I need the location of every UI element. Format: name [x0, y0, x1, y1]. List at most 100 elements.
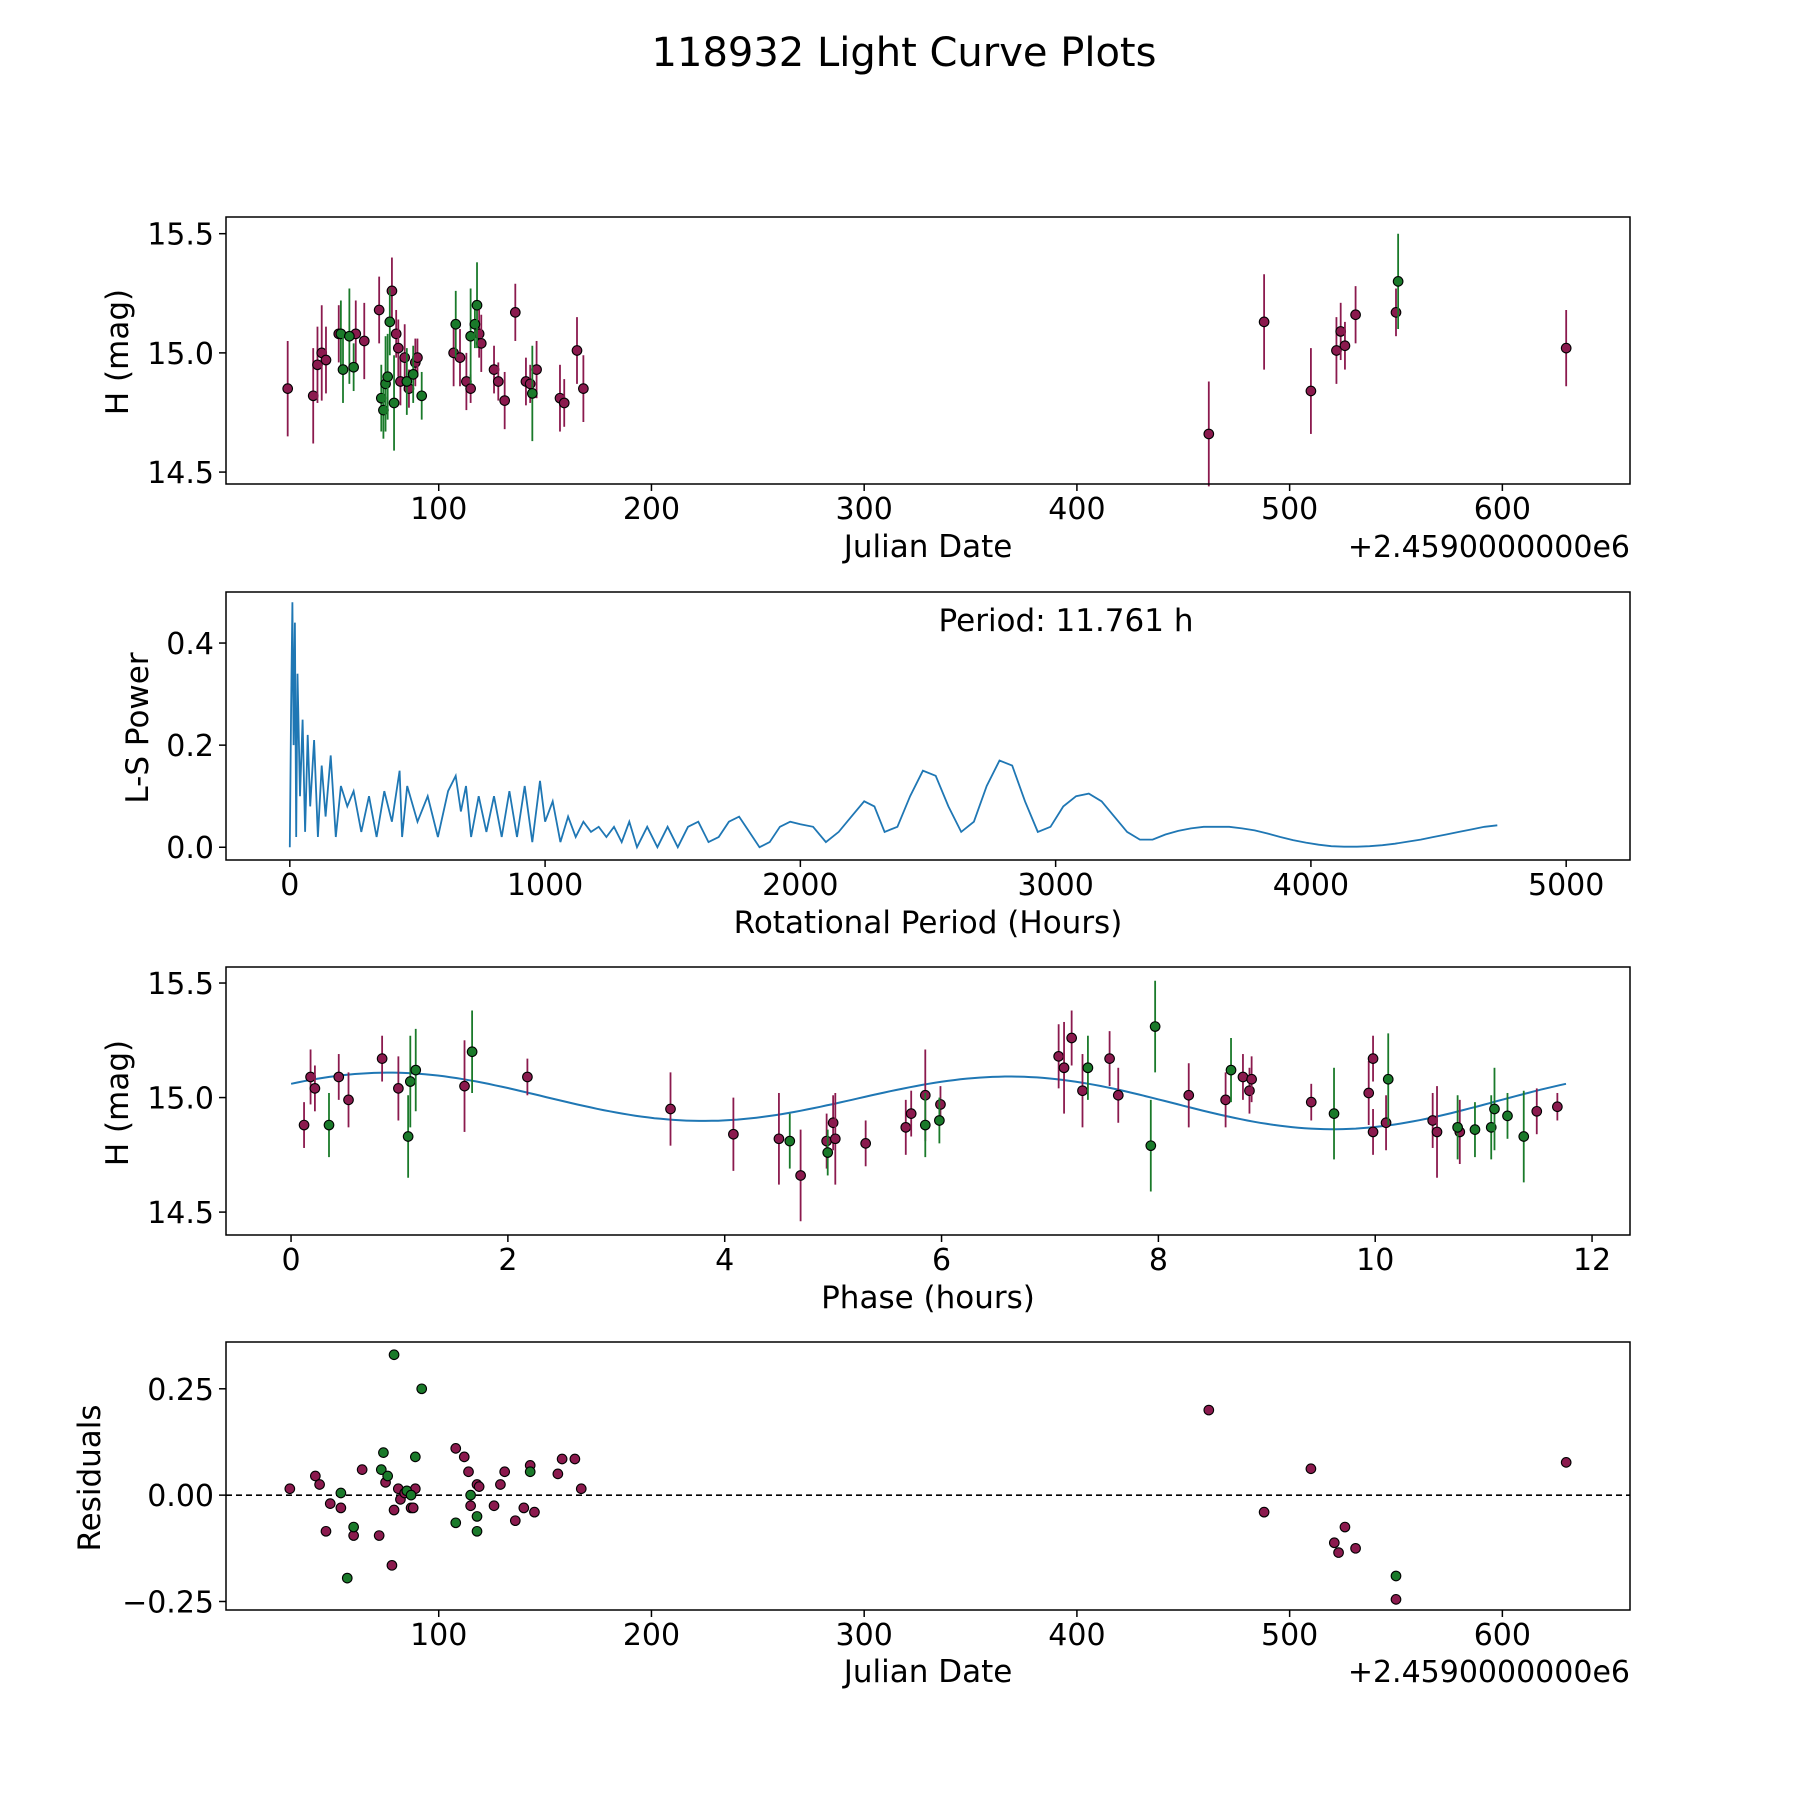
green-data-point — [1082, 1062, 1094, 1074]
purple-data-point — [1367, 1126, 1379, 1138]
green-data-point — [450, 1517, 462, 1529]
fit-curve — [290, 1071, 1567, 1131]
folded-ytick-label: 15.5 — [147, 967, 214, 1002]
residuals-xtick-label: 600 — [1474, 1618, 1531, 1653]
purple-data-point — [1244, 1085, 1255, 1097]
lightcurve-xtick-label: 400 — [1048, 492, 1105, 527]
purple-data-point — [1058, 1062, 1070, 1074]
periodogram-ytick-label: 0.0 — [166, 831, 214, 866]
periodogram-ylabel: L-S Power — [120, 652, 156, 803]
purple-data-point — [529, 1506, 540, 1518]
periodogram-ytick-label: 0.2 — [166, 729, 214, 764]
purple-data-point — [1258, 316, 1270, 328]
periodogram-data — [288, 602, 1498, 850]
green-data-point — [466, 1046, 478, 1058]
purple-data-point — [1380, 1117, 1392, 1129]
green-data-point — [1489, 1103, 1500, 1115]
purple-data-point — [376, 1053, 388, 1064]
purple-data-point — [1066, 1032, 1078, 1044]
periodogram-xlabel: Rotational Period (Hours) — [734, 905, 1123, 941]
folded-ylabel: H (mag) — [100, 1040, 136, 1166]
green-data-point — [471, 1511, 483, 1522]
residuals-data — [226, 1349, 1630, 1605]
purple-data-point — [1203, 428, 1215, 440]
purple-data-point — [905, 1108, 917, 1119]
periodogram-frame — [225, 591, 1631, 861]
purple-data-point — [393, 1083, 404, 1094]
periodogram-xtick-label: 5000 — [1528, 868, 1604, 903]
purple-data-point — [1350, 1542, 1361, 1554]
purple-data-point — [795, 1170, 806, 1181]
green-data-point — [375, 1464, 387, 1475]
folded-xlabel: Phase (hours) — [821, 1280, 1035, 1316]
folded-xtick-label: 0 — [282, 1243, 301, 1278]
purple-data-point — [343, 1094, 354, 1106]
purple-data-point — [324, 1498, 336, 1510]
green-data-point — [465, 1489, 476, 1501]
green-data-point — [388, 397, 400, 409]
residuals-xlabel: Julian Date — [842, 1654, 1013, 1690]
purple-data-point — [900, 1121, 912, 1133]
purple-data-point — [1560, 1457, 1572, 1468]
purple-data-point — [459, 1080, 470, 1092]
green-data-point — [1469, 1124, 1481, 1135]
purple-data-point — [386, 285, 398, 297]
purple-data-point — [575, 1483, 587, 1495]
green-data-point — [348, 361, 359, 373]
purple-data-point — [522, 1071, 533, 1083]
green-data-point — [407, 368, 419, 380]
purple-data-point — [558, 397, 570, 409]
purple-data-point — [1350, 309, 1361, 321]
purple-data-point — [356, 1464, 368, 1475]
purple-data-point — [571, 345, 583, 356]
green-data-point — [401, 376, 413, 387]
green-data-point — [335, 1487, 347, 1499]
periodogram-xtick-label: 1000 — [507, 868, 583, 903]
purple-data-point — [1333, 1547, 1344, 1558]
green-data-point — [1328, 1108, 1340, 1119]
purple-data-point — [1367, 1053, 1379, 1064]
purple-data-point — [399, 352, 411, 364]
purple-data-point — [1328, 1537, 1340, 1549]
purple-data-point — [1053, 1050, 1064, 1062]
purple-data-point — [1237, 1071, 1249, 1083]
purple-data-point — [373, 1530, 385, 1541]
lightcurve-xtick-label: 300 — [836, 492, 893, 527]
purple-data-point — [556, 1453, 568, 1465]
lightcurve-ytick-label: 14.5 — [147, 456, 214, 491]
periodogram-line — [288, 602, 1498, 850]
lightcurve-data — [282, 233, 1572, 487]
green-data-point — [919, 1119, 931, 1131]
purple-data-point — [309, 1083, 321, 1094]
folded-xtick-label: 4 — [715, 1243, 734, 1278]
purple-data-point — [320, 1525, 332, 1537]
periodogram-xtick-label: 2000 — [762, 868, 838, 903]
figure-title: 118932 Light Curve Plots — [652, 30, 1157, 76]
green-data-point — [1149, 1021, 1161, 1032]
green-data-point — [1145, 1140, 1157, 1152]
folded-xtick-label: 6 — [932, 1243, 951, 1278]
purple-data-point — [1258, 1506, 1270, 1518]
purple-data-point — [465, 383, 476, 394]
green-data-point — [822, 1147, 834, 1158]
purple-data-point — [320, 354, 332, 366]
purple-data-point — [1203, 1404, 1215, 1416]
lightcurve-offset-text: +2.4590000000e6 — [1348, 530, 1630, 565]
residuals-frame — [225, 1341, 1631, 1611]
purple-data-point — [495, 1479, 506, 1490]
purple-data-point — [388, 1504, 400, 1516]
period-annotation: Period: 11.761 h — [939, 603, 1194, 639]
green-data-point — [469, 318, 481, 330]
purple-data-point — [1305, 385, 1317, 397]
purple-data-point — [829, 1133, 841, 1145]
periodogram-xtick-label: 3000 — [1017, 868, 1093, 903]
green-data-point — [337, 364, 349, 375]
purple-data-point — [1339, 1521, 1351, 1533]
folded-xtick-label: 12 — [1573, 1243, 1611, 1278]
purple-data-point — [314, 1479, 325, 1490]
lightcurve-xtick-label: 200 — [623, 492, 680, 527]
purple-data-point — [509, 1515, 521, 1527]
purple-data-point — [386, 1559, 398, 1571]
purple-data-point — [499, 1466, 511, 1478]
